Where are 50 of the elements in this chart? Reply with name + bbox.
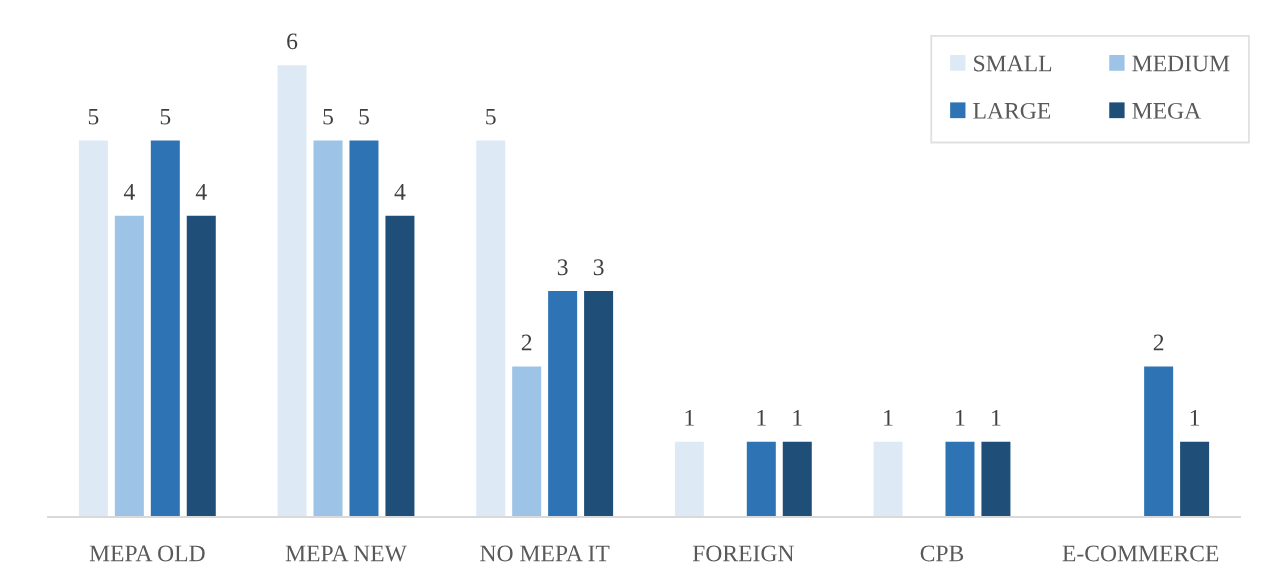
data-label: 1 — [1190, 409, 1200, 426]
data-label: 1 — [793, 409, 802, 426]
x-tick-label: CPB — [920, 545, 964, 562]
data-label: 5 — [359, 108, 369, 125]
data-label: 1 — [884, 409, 893, 426]
data-label: 5 — [323, 108, 333, 125]
data-label: 1 — [956, 409, 965, 426]
data-label: 1 — [992, 409, 1001, 426]
bar — [873, 441, 903, 517]
data-label: 3 — [557, 259, 568, 276]
bar — [782, 441, 812, 517]
data-label: 4 — [394, 184, 406, 200]
bar — [313, 140, 343, 517]
x-tick-label: E-COMMERCE — [1062, 545, 1219, 562]
data-label: 5 — [486, 108, 496, 125]
bar — [385, 215, 415, 517]
bar — [114, 215, 144, 517]
data-label: 5 — [88, 108, 99, 125]
legend-label: SMALL — [974, 55, 1052, 72]
bar — [349, 140, 379, 517]
bar — [277, 65, 307, 517]
x-tick-label: NO MEPA IT — [480, 545, 610, 562]
bar — [981, 441, 1011, 517]
data-label: 2 — [521, 334, 532, 351]
data-label: 4 — [123, 184, 135, 200]
bar — [674, 441, 704, 517]
bar — [476, 140, 506, 517]
bar — [584, 291, 614, 517]
data-label: 1 — [757, 409, 766, 426]
data-label: 2 — [1153, 334, 1164, 351]
x-tick-label: FOREIGN — [692, 545, 794, 562]
data-label: 6 — [287, 33, 298, 50]
legend-label: MEGA — [1132, 102, 1202, 119]
legend-label: LARGE — [973, 102, 1051, 119]
bar — [1144, 366, 1174, 517]
legend-label: MEDIUM — [1132, 55, 1230, 72]
bar — [746, 441, 776, 517]
x-tick-label: MEPA OLD — [89, 545, 205, 562]
bar — [1180, 441, 1210, 517]
bar — [186, 215, 216, 517]
bar — [512, 366, 542, 517]
data-label: 1 — [685, 409, 694, 426]
data-label: 5 — [160, 108, 171, 125]
bar — [548, 291, 578, 517]
x-tick-label: MEPA NEW — [285, 545, 407, 562]
bar — [150, 140, 180, 517]
bar — [945, 441, 975, 517]
bar — [78, 140, 108, 517]
data-label: 4 — [195, 184, 207, 200]
data-label: 3 — [593, 259, 604, 276]
